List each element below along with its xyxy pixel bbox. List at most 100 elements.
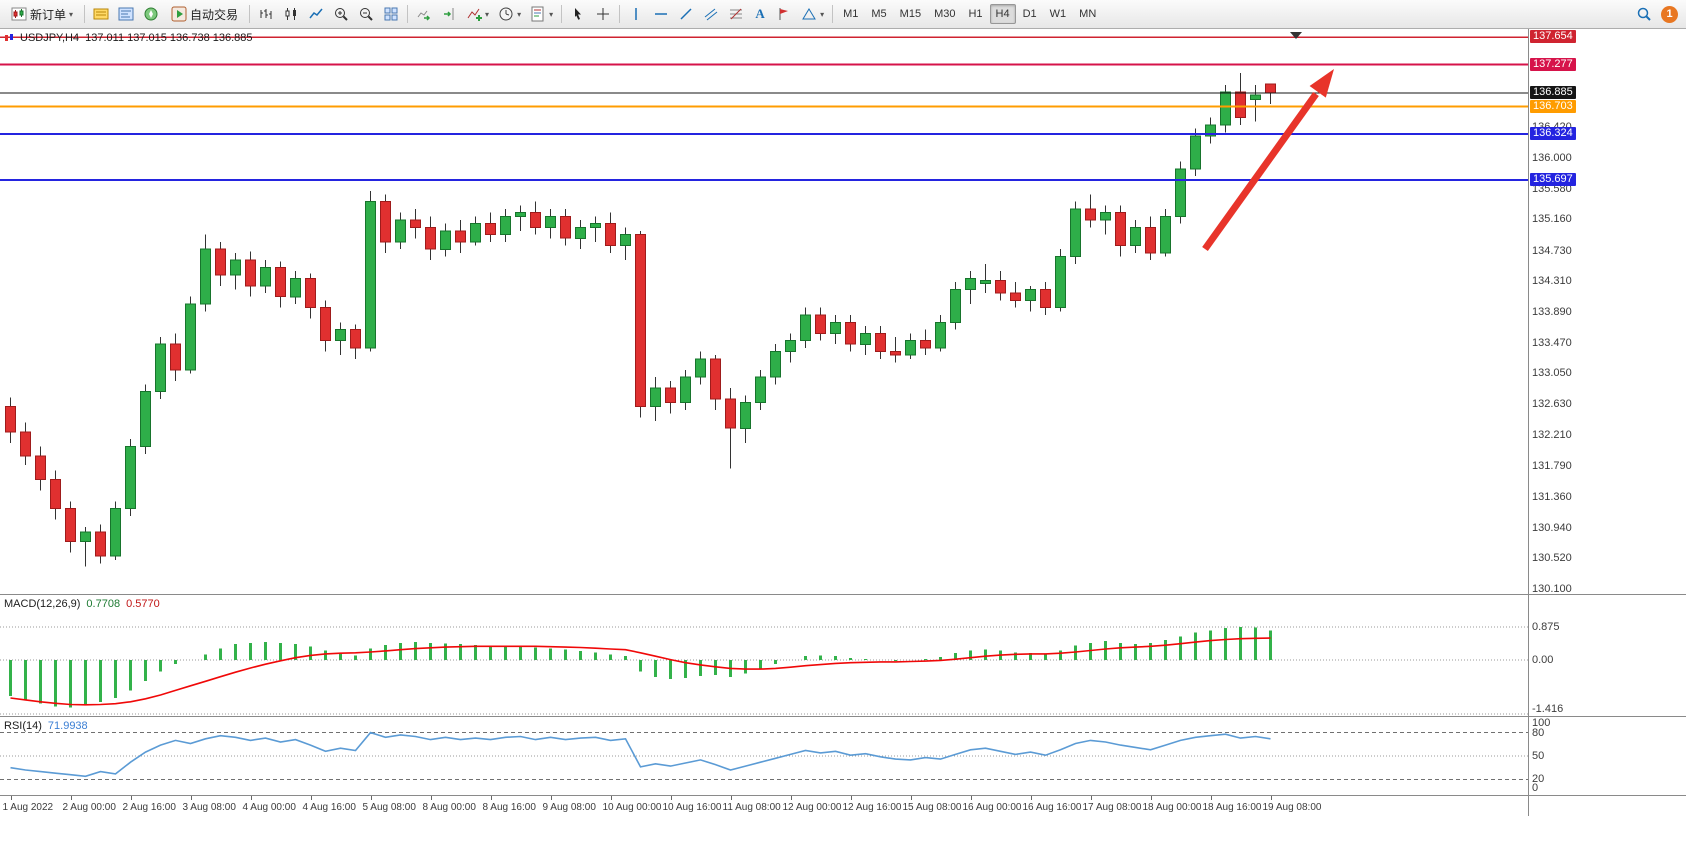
time-tick <box>910 796 912 800</box>
time-tick <box>1030 796 1032 800</box>
crosshair-button[interactable] <box>591 3 615 25</box>
time-label: 17 Aug 08:00 <box>1082 802 1142 813</box>
time-label: 16 Aug 00:00 <box>962 802 1022 813</box>
indicators-button[interactable]: ▾ <box>462 3 493 25</box>
toolbar: 新订单 ▾ 自动交易 ▾ ▾ ▾ A ▾ <box>0 0 1686 29</box>
chart-shift-icon <box>444 8 454 20</box>
chart-title: USDJPY,H4 137.011 137.015 136.738 136.88… <box>4 32 253 44</box>
time-label: 10 Aug 16:00 <box>662 802 722 813</box>
time-tick <box>250 796 252 800</box>
timeframe-m30-button[interactable]: M30 <box>928 4 961 24</box>
macd-scale-label: -1.416 <box>1532 703 1564 715</box>
notification-badge[interactable]: 1 <box>1661 5 1678 23</box>
rsi-plot[interactable] <box>0 717 1528 795</box>
price-tick-label: 133.470 <box>1532 336 1572 349</box>
new-order-button[interactable]: 新订单 ▾ <box>4 3 80 25</box>
toolbar-separator <box>249 5 251 23</box>
timeframe-h4-button[interactable]: H4 <box>989 4 1016 24</box>
timeframe-h1-button[interactable]: H1 <box>962 4 988 24</box>
price-level-label: 137.277 <box>1530 57 1576 71</box>
channel-button[interactable] <box>699 3 723 25</box>
time-axis[interactable]: 1 Aug 2022 2 Aug 00:00 2 Aug 16:00 3 Aug 08… <box>0 796 1528 816</box>
time-tick <box>430 796 432 800</box>
time-tick <box>730 796 732 800</box>
time-label: 2 Aug 00:00 <box>62 802 116 813</box>
time-label: 18 Aug 00:00 <box>1142 802 1202 813</box>
time-tick <box>1090 796 1092 800</box>
chart-symbol-label: USDJPY,H4 <box>20 32 80 44</box>
timeframe-m5-button[interactable]: M5 <box>865 4 892 24</box>
templates-button[interactable]: ▾ <box>526 3 557 25</box>
vertical-line-button[interactable] <box>624 3 648 25</box>
shapes-button[interactable]: ▾ <box>797 3 828 25</box>
channel-icon <box>704 8 718 21</box>
trendline-button[interactable] <box>674 3 698 25</box>
time-tick <box>1210 796 1212 800</box>
timeframe-w1-button[interactable]: W1 <box>1044 4 1073 24</box>
horizontal-line-button[interactable] <box>649 3 673 25</box>
toolbar-separator <box>619 5 621 23</box>
search-button[interactable] <box>1632 3 1656 25</box>
time-tick <box>190 796 192 800</box>
navigator-icon <box>144 7 158 21</box>
toolbar-separator <box>84 5 86 23</box>
text-tool-button[interactable]: A <box>749 3 771 25</box>
price-plot[interactable] <box>0 29 1528 594</box>
zoom-out-button[interactable] <box>354 3 378 25</box>
tile-windows-button[interactable] <box>379 3 403 25</box>
price-tick-label: 131.360 <box>1532 490 1572 503</box>
time-tick <box>310 796 312 800</box>
time-label: 11 Aug 08:00 <box>722 802 781 813</box>
new-order-label: 新订单 <box>30 7 67 22</box>
zoom-in-button[interactable] <box>329 3 353 25</box>
time-label: 4 Aug 16:00 <box>302 802 356 813</box>
candlestick-chart-button[interactable] <box>279 3 303 25</box>
fibonacci-button[interactable] <box>724 3 748 25</box>
navigator-button[interactable] <box>139 3 163 25</box>
chevron-down-icon: ▾ <box>549 9 554 19</box>
line-chart-button[interactable] <box>304 3 328 25</box>
periods-button[interactable]: ▾ <box>494 3 525 25</box>
macd-axis[interactable]: 0.875 0.00 -1.416 <box>1528 595 1686 716</box>
price-tick-label: 132.630 <box>1532 398 1572 411</box>
price-tick-label: 130.100 <box>1532 583 1572 594</box>
time-label: 12 Aug 16:00 <box>842 802 902 813</box>
price-tick-label: 135.160 <box>1532 213 1572 226</box>
time-label: 18 Aug 16:00 <box>1202 802 1262 813</box>
auto-scroll-button[interactable] <box>412 3 436 25</box>
time-tick <box>370 796 372 800</box>
data-window-button[interactable] <box>114 3 138 25</box>
macd-scale-label: 0.00 <box>1532 654 1554 666</box>
rsi-scale-label: 20 <box>1532 773 1545 786</box>
timeframe-mn-button[interactable]: MN <box>1073 4 1102 24</box>
zoom-out-icon <box>360 8 373 21</box>
macd-plot[interactable] <box>0 595 1528 716</box>
toolbar-separator <box>832 5 834 23</box>
macd-row: 0.875 0.00 -1.416 MACD(12,26,9) 0.7708 0.5… <box>0 594 1686 716</box>
auto-trading-button[interactable]: 自动交易 <box>164 3 245 25</box>
candlestick-chart-icon <box>285 8 297 20</box>
market-watch-button[interactable] <box>89 3 113 25</box>
cursor-button[interactable] <box>566 3 590 25</box>
timeframe-d1-button[interactable]: D1 <box>1017 4 1043 24</box>
timeframe-m1-button[interactable]: M1 <box>837 4 864 24</box>
rsi-scale-label: 80 <box>1532 726 1545 739</box>
time-label: 1 Aug 2022 <box>2 802 54 813</box>
time-tick <box>1150 796 1152 800</box>
horizontal-line-icon <box>655 13 668 15</box>
market-watch-icon <box>93 8 109 20</box>
time-tick <box>610 796 612 800</box>
text-tool-icon: A <box>755 6 765 21</box>
bar-chart-button[interactable] <box>254 3 278 25</box>
price-chart-svg <box>0 32 1528 567</box>
text-label-button[interactable] <box>772 3 796 25</box>
chart-shift-button[interactable] <box>437 3 461 25</box>
zoom-in-icon <box>335 8 348 21</box>
timeframe-m15-button[interactable]: M15 <box>894 4 927 24</box>
rsi-axis[interactable]: 100 80 50 20 0 <box>1528 717 1686 795</box>
new-order-icon <box>11 7 27 21</box>
price-axis[interactable]: 136.420136.000135.580135.160134.730134.3… <box>1528 29 1686 594</box>
auto-trading-icon <box>171 6 187 22</box>
bar-chart-icon <box>260 9 272 19</box>
macd-svg <box>0 626 1528 715</box>
